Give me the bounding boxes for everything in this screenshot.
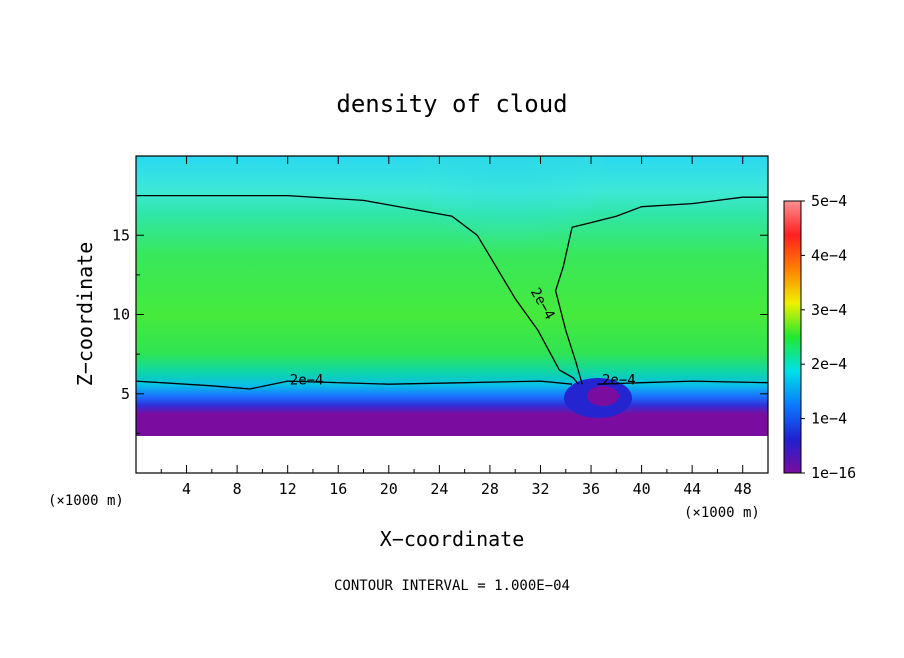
x-axis-unit: (×1000 m)	[684, 505, 760, 521]
colorbar-label: 1e−16	[811, 464, 856, 482]
y-tick-label: 10	[112, 306, 130, 324]
x-axis-title: X−coordinate	[380, 527, 525, 551]
y-axis-title: Z−coordinate	[73, 242, 97, 387]
x-tick-label: 28	[481, 480, 499, 498]
contour-interval-note: CONTOUR INTERVAL = 1.000E−04	[334, 578, 570, 594]
x-tick-label: 12	[279, 480, 297, 498]
x-tick-label: 48	[734, 480, 752, 498]
colorbar: 1e−16 1e−4 2e−4 3e−4 4e−4 5e−4	[783, 192, 856, 482]
contour-left-bottom	[136, 380, 573, 390]
chart-title: density of cloud	[336, 90, 567, 118]
x-tick-label: 4	[182, 480, 191, 498]
colorbar-label: 4e−4	[811, 246, 847, 264]
contour-label: 2e−4	[290, 372, 324, 388]
x-tick-label: 44	[683, 480, 701, 498]
colorbar-bar	[783, 200, 802, 474]
clear-region	[136, 436, 768, 473]
x-tick-label: 32	[531, 480, 549, 498]
y-tick-label: 5	[121, 385, 130, 403]
contour-label: 2e−4	[602, 372, 636, 388]
x-tick-label: 8	[233, 480, 242, 498]
y-axis-unit: (×1000 m)	[48, 493, 124, 509]
colorbar-label: 5e−4	[811, 192, 847, 210]
x-tick-label: 36	[582, 480, 600, 498]
updraft-plume	[422, 156, 602, 276]
colorbar-ticks: 1e−16 1e−4 2e−4 3e−4 4e−4 5e−4	[801, 192, 856, 482]
contour-right-bottom	[597, 380, 768, 385]
x-tick-label: 16	[329, 480, 347, 498]
colorbar-label: 3e−4	[811, 301, 847, 319]
cloud-core-inner	[587, 386, 619, 406]
x-tick-label: 24	[430, 480, 448, 498]
x-axis-ticks: 4 8 12 16 20 24 28 32 36 40 44 48	[160, 156, 752, 498]
contour-left-top	[136, 194, 579, 385]
contour-lines	[136, 194, 768, 390]
plot-area: 2e−42e−42e−4	[136, 156, 768, 473]
x-tick-label: 40	[633, 480, 651, 498]
x-tick-label: 20	[380, 480, 398, 498]
colorbar-label: 1e−4	[811, 410, 847, 428]
y-tick-label: 15	[112, 226, 130, 244]
contour-right-top	[554, 196, 768, 385]
colorbar-label: 2e−4	[811, 355, 847, 373]
y-axis-ticks: 5 10 15	[112, 195, 768, 434]
